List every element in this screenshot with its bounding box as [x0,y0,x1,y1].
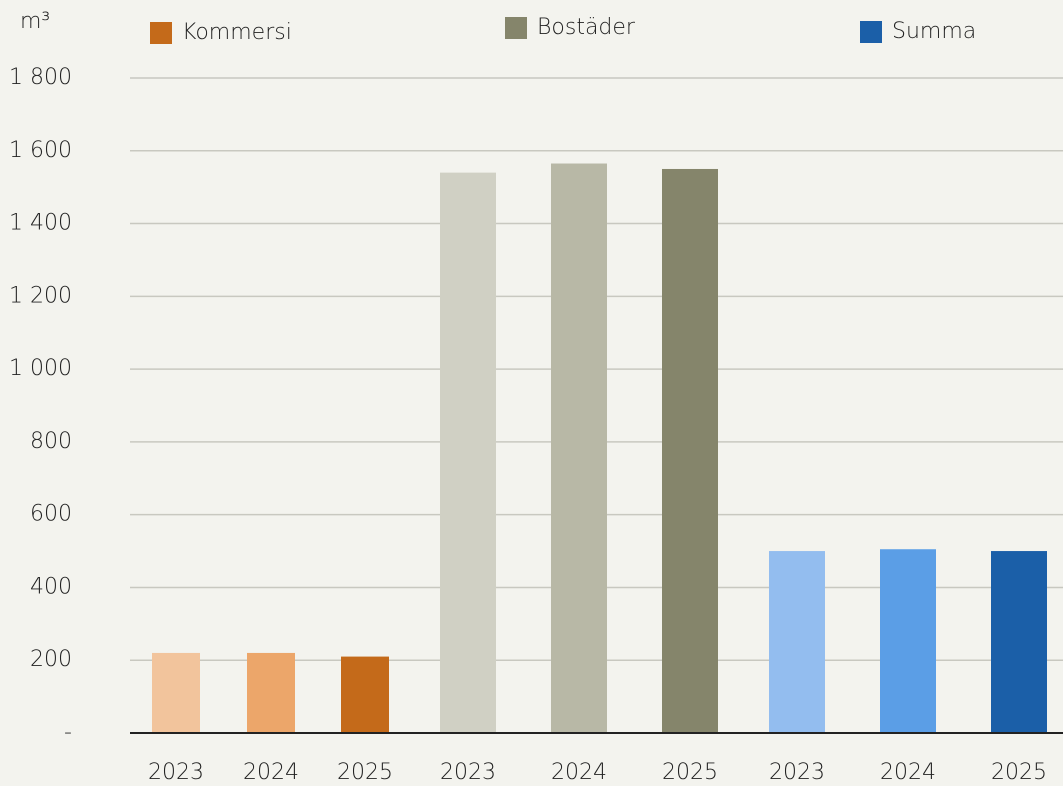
x-tick-label: 2023 [440,760,496,785]
legend-label: Kommersi [182,20,292,45]
bar [880,549,936,733]
bar [152,652,200,733]
y-axis-label: m³ [20,9,50,34]
x-tick-label: 2024 [880,760,936,785]
x-tick-label: 2025 [337,760,393,785]
y-tick-label: 600 [30,502,72,527]
y-tick-label: 1 400 [9,211,72,236]
y-tick-label: - [64,720,72,745]
y-tick-label: 1 200 [9,283,72,308]
y-tick-label: 800 [30,429,72,454]
x-tick-label: 2023 [769,760,825,785]
bar [991,551,1047,733]
legend-label: Summa [892,19,976,44]
x-tick-label: 2024 [551,760,607,785]
legend-swatch [150,22,172,44]
x-tick-label: 2024 [243,760,299,785]
legend-label: Bostäder [537,15,636,40]
bar [662,168,718,733]
bar [247,652,295,733]
y-tick-label: 1 000 [9,356,72,381]
x-tick-label: 2023 [148,760,204,785]
bar [341,656,389,733]
x-tick-label: 2025 [662,760,718,785]
bar [769,551,825,733]
legend-swatch [505,17,527,39]
y-tick-label: 1 800 [9,65,72,90]
bar [551,163,607,733]
legend-swatch [860,21,882,43]
bar [440,172,496,734]
y-tick-label: 400 [30,574,72,599]
x-tick-label: 2025 [991,760,1047,785]
y-tick-label: 200 [30,647,72,672]
y-tick-label: 1 600 [9,138,72,163]
